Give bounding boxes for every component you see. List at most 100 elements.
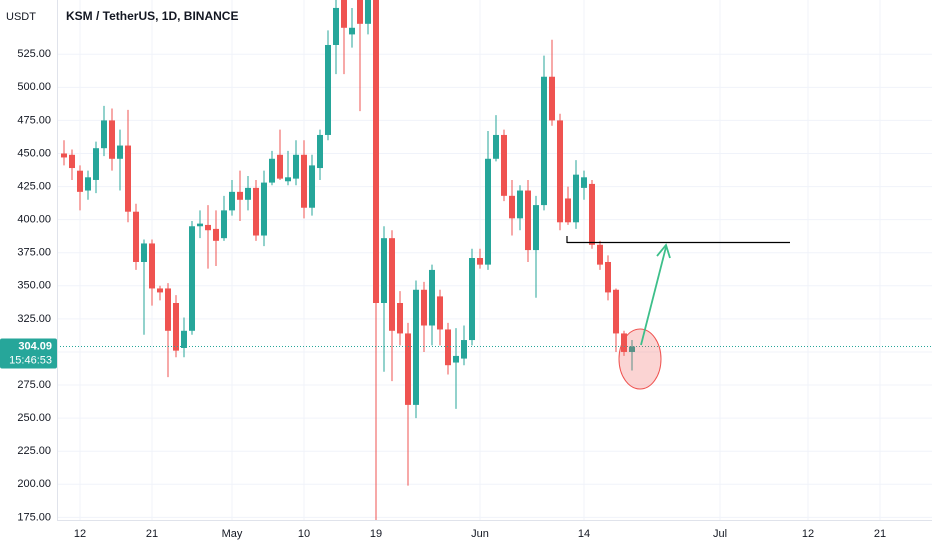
candle-body (373, 0, 379, 304)
candle-body (493, 134, 499, 159)
y-axis-label: USDT (6, 11, 36, 23)
candle-body (421, 289, 427, 326)
annotations (566, 236, 790, 390)
x-tick-label: 21 (874, 528, 886, 540)
candle-body (85, 177, 91, 191)
price-label-box (0, 338, 57, 369)
candle-body (629, 346, 635, 352)
candle-body (301, 154, 307, 208)
candle-body (365, 0, 371, 24)
candle-body (317, 134, 323, 169)
candle-body (245, 187, 251, 200)
candle-body (157, 288, 163, 293)
candle-body (229, 191, 235, 211)
x-tick-label: 12 (802, 528, 814, 540)
candle-body (389, 238, 395, 331)
candle-body (341, 0, 347, 28)
candle-body (381, 238, 387, 304)
x-tick-label: 12 (74, 528, 86, 540)
candle-body (413, 289, 419, 405)
candle-body (205, 224, 211, 231)
candle-body (189, 226, 195, 331)
candle-body (349, 27, 355, 35)
candle-body (213, 228, 219, 241)
x-tick-label: 10 (298, 528, 310, 540)
y-tick-label: 250.00 (17, 412, 51, 424)
candle-body (165, 288, 171, 331)
candle-body (133, 211, 139, 262)
candle-body (469, 258, 475, 341)
candle-body (221, 210, 227, 239)
x-tick-label: 21 (146, 528, 158, 540)
x-tick-label: Jul (713, 528, 727, 540)
x-tick-label: Jun (471, 528, 489, 540)
x-tick-label: May (222, 528, 243, 540)
candle-body (509, 195, 515, 219)
candle-body (253, 187, 259, 236)
y-tick-label: 200.00 (17, 478, 51, 490)
candles (57, 0, 932, 520)
candle-body (557, 120, 563, 223)
y-tick-label: 525.00 (17, 48, 51, 60)
candle-body (621, 333, 627, 352)
candle-body (453, 355, 459, 363)
candle-body (429, 269, 435, 326)
candle-body (405, 333, 411, 405)
y-tick-label: 475.00 (17, 114, 51, 126)
candle-body (149, 243, 155, 289)
candle-body (61, 153, 67, 158)
y-tick-label: 425.00 (17, 180, 51, 192)
x-tick-label: 14 (578, 528, 590, 540)
candle-body (261, 182, 267, 236)
axes: 175.00200.00225.00250.00275.00300.00325.… (0, 48, 886, 540)
candle-body (117, 145, 123, 159)
candle-body (125, 145, 131, 212)
grid (57, 0, 932, 520)
candle-body (109, 120, 115, 159)
candle-body (173, 303, 179, 351)
y-tick-label: 225.00 (17, 445, 51, 457)
candle-body (573, 174, 579, 223)
candle-body (333, 7, 339, 45)
candle-body (581, 177, 587, 188)
candle-body (285, 177, 291, 182)
candle-body (525, 190, 531, 251)
candle-body (517, 190, 523, 219)
candle-body (437, 296, 443, 330)
candle-body (309, 165, 315, 208)
candle-body (293, 154, 299, 179)
y-tick-label: 375.00 (17, 247, 51, 259)
candle-body (565, 198, 571, 223)
candle-body (397, 303, 403, 334)
candle-body (605, 261, 611, 293)
candle-body (237, 191, 243, 200)
y-tick-label: 450.00 (17, 147, 51, 159)
arrow-head (656, 243, 671, 259)
candle-body (485, 158, 491, 265)
candle-body (357, 0, 363, 24)
x-tick-label: 19 (370, 528, 382, 540)
y-tick-label: 325.00 (17, 313, 51, 325)
candle-body (197, 223, 203, 227)
candle-body (69, 154, 75, 169)
y-tick-label: 275.00 (17, 379, 51, 391)
candle-body (541, 76, 547, 206)
y-tick-label: 350.00 (17, 280, 51, 292)
candle-body (501, 134, 507, 196)
candle-body (613, 289, 619, 334)
candle-body (533, 205, 539, 251)
candle-body (181, 330, 187, 348)
candle-body (461, 340, 467, 359)
candle-body (597, 244, 603, 265)
candle-body (549, 76, 555, 121)
y-tick-label: 400.00 (17, 214, 51, 226)
chart-title: KSM / TetherUS, 1D, BINANCE (66, 9, 238, 23)
y-tick-label: 175.00 (17, 511, 51, 523)
candle-body (445, 329, 451, 366)
candle-body (101, 120, 107, 149)
last-price-label: 304.09 (18, 340, 52, 352)
candle-body (477, 258, 483, 265)
candle-body (589, 183, 595, 245)
